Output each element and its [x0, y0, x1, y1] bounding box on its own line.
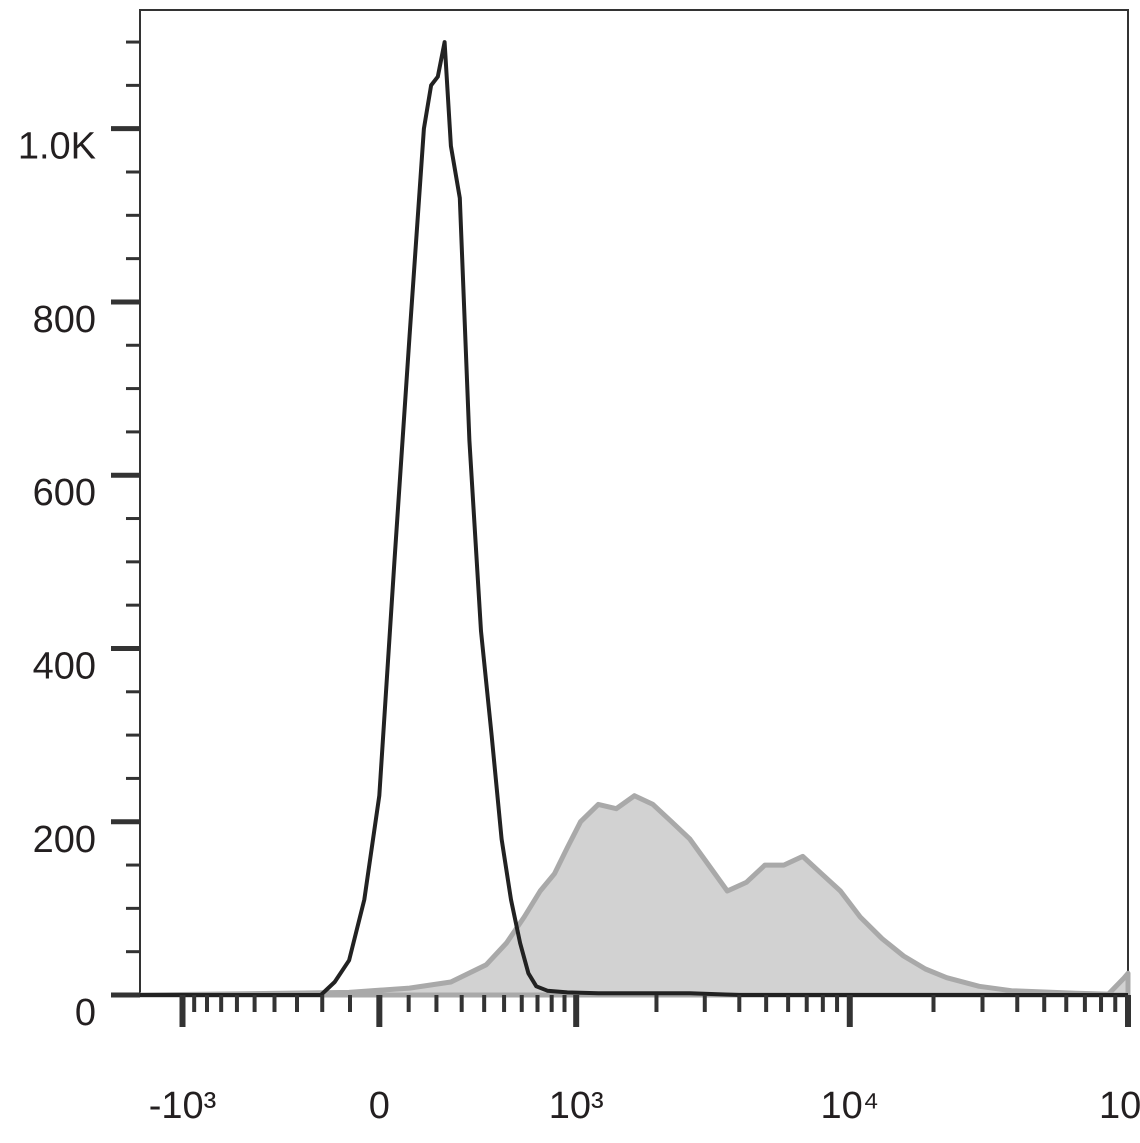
y-tick-label: 0: [75, 992, 96, 1034]
y-tick-label: 800: [33, 299, 96, 341]
y-tick-label: 1.0K: [18, 126, 96, 168]
filled-histogram: [137, 793, 1131, 998]
x-tick-label: 10⁵: [1099, 1085, 1140, 1127]
y-tick-label: 400: [33, 646, 96, 688]
x-tick-label: -10³: [149, 1085, 217, 1127]
x-tick-label: 0: [369, 1085, 390, 1127]
line-histogram: [140, 40, 1128, 997]
y-tick-label: 200: [33, 819, 96, 861]
y-tick-label: 600: [33, 472, 96, 514]
x-tick-label: 10⁴: [820, 1085, 879, 1127]
x-tick-label: 10³: [549, 1085, 604, 1127]
